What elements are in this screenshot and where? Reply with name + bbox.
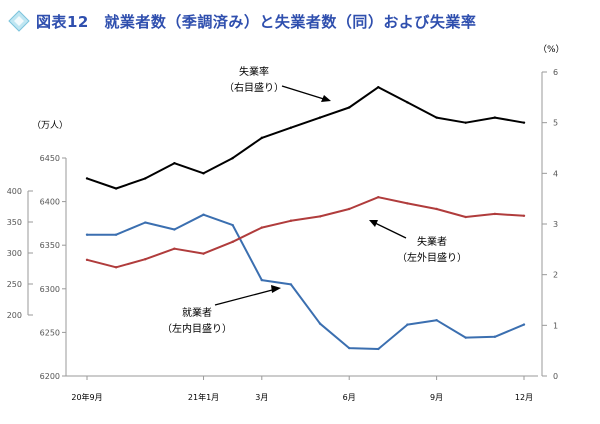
data-point-就業者	[522, 323, 526, 326]
x-tick-label: 21年1月	[188, 392, 219, 402]
annotation-unemployed-title: 失業者	[417, 235, 447, 248]
data-point-就業者	[85, 233, 89, 236]
data-point-失業率	[377, 86, 380, 89]
left-inner-tick-label: 6200	[40, 372, 60, 381]
data-point-就業者	[318, 322, 322, 325]
data-point-就業者	[173, 228, 176, 231]
right-tick-label: 6	[553, 68, 558, 77]
data-point-失業率	[318, 116, 322, 119]
left-inner-tick-label: 6350	[40, 241, 60, 250]
data-point-就業者	[260, 278, 263, 282]
data-point-失業者	[289, 219, 293, 222]
left-inner-tick-label: 6300	[40, 285, 60, 294]
data-point-就業者	[377, 347, 380, 351]
chart-title-area: 図表12 就業者数（季調済み）と失業者数（同）および失業率	[8, 8, 476, 34]
annotation-employed-note: （左内目盛り）	[162, 322, 232, 335]
right-tick-label: 1	[553, 321, 558, 330]
right-tick-label: 3	[553, 220, 558, 229]
data-point-失業者	[114, 266, 118, 269]
data-point-就業者	[231, 223, 234, 227]
series-line-失業者	[86, 196, 525, 269]
annotation-rate-arrow	[281, 85, 328, 101]
data-point-失業率	[144, 177, 147, 180]
right-tick-label: 2	[553, 271, 558, 280]
series-line-失業率	[86, 86, 525, 190]
data-point-就業者	[493, 335, 497, 338]
left-inner-tick-label: 6250	[40, 328, 60, 337]
data-point-失業率	[202, 172, 205, 175]
right-tick-label: 0	[553, 372, 558, 381]
data-point-失業率	[85, 177, 89, 180]
data-point-失業者	[464, 215, 467, 219]
data-point-失業者	[377, 196, 380, 199]
series-line-就業者	[87, 213, 525, 350]
annotation-rate-title: 失業率	[239, 65, 269, 78]
data-point-失業率	[464, 121, 467, 124]
data-point-就業者	[144, 221, 147, 224]
annotation-unemployed-arrowhead	[369, 220, 378, 227]
x-tick-label: 6月	[343, 393, 356, 402]
data-point-就業者	[289, 283, 293, 286]
data-point-失業者	[260, 226, 263, 229]
data-point-失業率	[231, 156, 234, 160]
data-point-就業者	[464, 336, 467, 339]
data-point-就業者	[202, 213, 205, 216]
x-tick-label: 9月	[430, 393, 443, 402]
data-point-失業者	[348, 207, 351, 211]
data-point-就業者	[435, 318, 438, 322]
data-point-失業者	[85, 258, 89, 262]
data-point-失業率	[493, 116, 497, 119]
data-point-失業率	[522, 121, 526, 124]
annotation-employed-arrow	[214, 288, 277, 306]
data-point-失業者	[144, 258, 147, 261]
left-outer-tick-label: 200	[7, 311, 22, 320]
data-point-失業者	[493, 212, 497, 216]
left-outer-tick-label: 400	[7, 187, 22, 196]
data-point-失業者	[522, 214, 526, 217]
data-point-失業者	[173, 247, 176, 250]
data-point-就業者	[406, 323, 409, 326]
right-tick-label: 4	[553, 169, 558, 178]
data-point-失業率	[406, 101, 409, 104]
x-tick-label: 12月	[515, 393, 533, 402]
annotation-unemployed-arrow	[372, 221, 407, 239]
x-tick-label: 20年9月	[71, 392, 102, 402]
annotation-unemployed-note: （左外目盛り）	[397, 251, 467, 264]
left-inner-tick-label: 6400	[40, 198, 60, 207]
diamond-icon	[8, 10, 30, 32]
left-inner-tick-label: 6450	[40, 154, 60, 163]
right-tick-label: 5	[553, 119, 558, 128]
data-point-失業者	[202, 252, 205, 255]
x-tick-label: 3月	[255, 393, 268, 402]
data-point-失業率	[173, 162, 176, 165]
data-point-失業者	[406, 202, 409, 205]
data-point-失業率	[348, 106, 351, 109]
annotation-rate-arrowhead	[321, 95, 331, 102]
chart-title: 図表12 就業者数（季調済み）と失業者数（同）および失業率	[36, 12, 477, 31]
data-point-失業者	[318, 215, 322, 218]
data-point-失業率	[289, 126, 293, 129]
left-axis-unit: （万人）	[32, 120, 68, 131]
annotation-employed-title: 就業者	[182, 306, 212, 319]
data-point-失業率	[114, 187, 118, 190]
left-outer-tick-label: 350	[7, 218, 22, 227]
data-point-就業者	[114, 233, 118, 236]
left-outer-tick-label: 250	[7, 280, 22, 289]
data-point-就業者	[348, 346, 351, 350]
data-point-失業者	[231, 240, 234, 244]
data-point-失業率	[260, 136, 263, 140]
data-point-失業率	[435, 116, 438, 119]
right-axis-unit: （%）	[538, 44, 565, 55]
left-outer-tick-label: 300	[7, 249, 22, 258]
data-point-失業者	[435, 207, 438, 211]
annotation-employed-arrowhead	[271, 285, 281, 293]
annotation-rate-note: （右目盛り）	[224, 81, 284, 94]
